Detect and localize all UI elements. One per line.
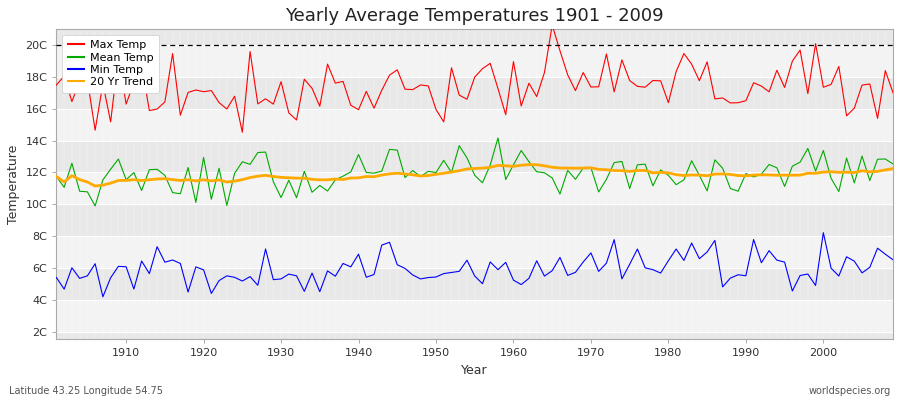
Y-axis label: Temperature: Temperature [7, 145, 20, 224]
Text: worldspecies.org: worldspecies.org [809, 386, 891, 396]
Bar [57, 45, 893, 77]
Bar [57, 300, 893, 332]
Text: Latitude 43.25 Longitude 54.75: Latitude 43.25 Longitude 54.75 [9, 386, 163, 396]
Bar [57, 236, 893, 268]
Title: Yearly Average Temperatures 1901 - 2009: Yearly Average Temperatures 1901 - 2009 [285, 7, 664, 25]
X-axis label: Year: Year [462, 364, 488, 377]
Legend: Max Temp, Mean Temp, Min Temp, 20 Yr Trend: Max Temp, Mean Temp, Min Temp, 20 Yr Tre… [62, 35, 159, 93]
Bar [57, 172, 893, 204]
Bar [57, 109, 893, 141]
